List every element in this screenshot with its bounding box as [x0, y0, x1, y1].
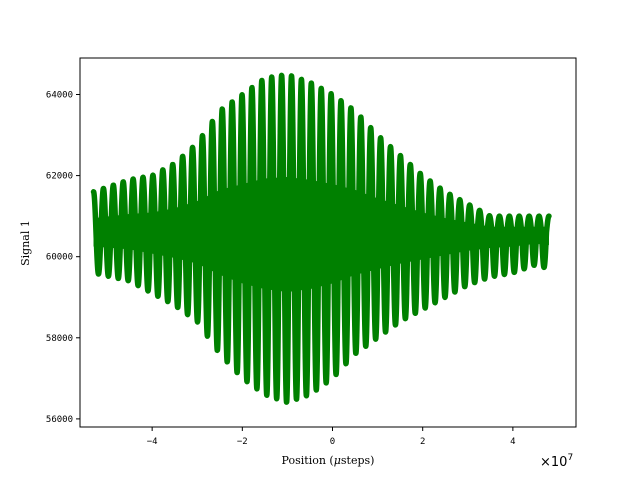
signal-trace [90, 72, 552, 405]
data-series [90, 72, 552, 405]
x-tick-label: 2 [420, 437, 425, 447]
y-tick-label: 62000 [46, 172, 73, 182]
x-tick-label: 4 [510, 437, 515, 447]
x-axis-ticks: −4 −2 0 2 4 [147, 427, 516, 447]
y-tick-label: 60000 [46, 253, 73, 263]
x-axis-offset-label: ×107 [540, 453, 573, 470]
y-tick-label: 56000 [46, 415, 73, 425]
signal-core-band [93, 177, 549, 292]
y-tick-label: 64000 [46, 90, 73, 100]
plot-area [79, 57, 577, 428]
x-tick-label: −4 [147, 437, 158, 447]
x-axis-label: Position (μsteps) [282, 454, 375, 467]
y-tick-label: 58000 [46, 334, 73, 344]
x-axis-offset-exponent: 7 [567, 453, 573, 463]
y-axis-ticks: 56000 58000 60000 62000 64000 [46, 90, 80, 425]
x-axis-label-suffix: steps) [341, 454, 375, 467]
x-axis-label-mu: μ [334, 454, 341, 467]
x-tick-label: 0 [330, 437, 335, 447]
axes-frame [79, 57, 577, 428]
x-axis-offset-base: ×10 [540, 455, 567, 470]
x-axis-label-prefix: Position ( [282, 454, 334, 467]
x-tick-label: −2 [237, 437, 248, 447]
y-axis-label: Signal 1 [19, 220, 32, 266]
